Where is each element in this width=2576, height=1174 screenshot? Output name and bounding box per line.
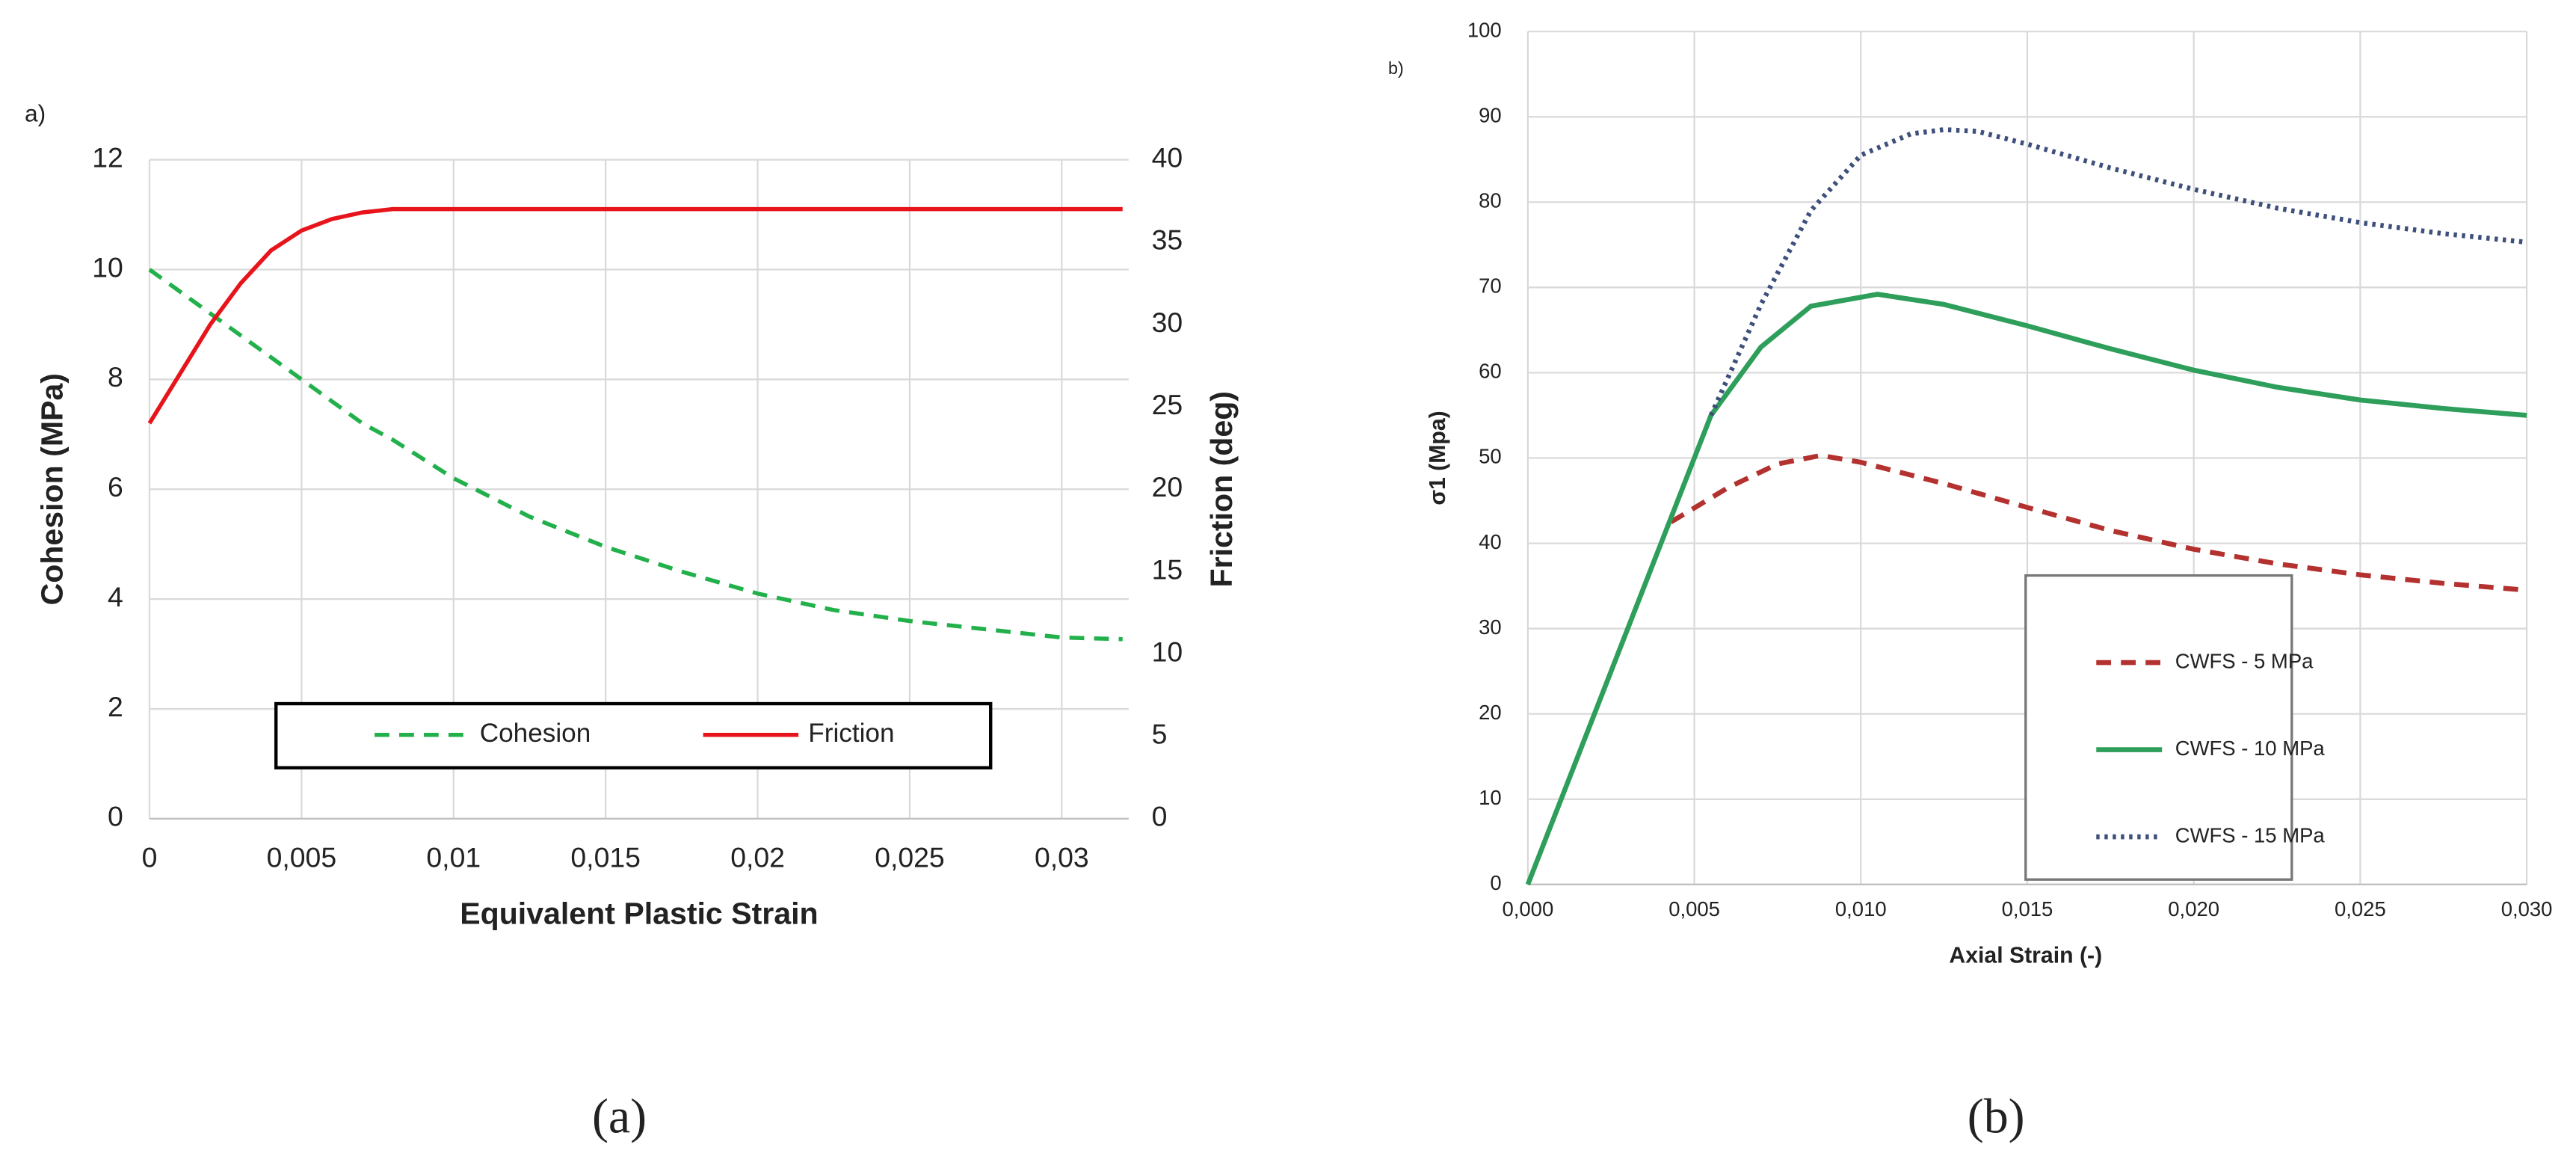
- x-tick-label: 0,015: [570, 842, 641, 873]
- x-tick-label: 0,000: [1502, 897, 1553, 921]
- x-tick-label: 0,02: [730, 842, 785, 873]
- y-tick-label: 80: [1479, 189, 1502, 212]
- series-line: [1669, 452, 2527, 593]
- legend-label: Friction: [808, 719, 894, 748]
- x-axis-label: Axial Strain (-): [1949, 943, 2102, 968]
- y-tick-label: 0: [108, 801, 123, 832]
- y-tick-label: 50: [1479, 445, 1502, 468]
- y-tick-label: 10: [1479, 786, 1502, 809]
- legend-label: CWFS - 10 MPa: [2175, 737, 2326, 760]
- y-tick-label: 0: [1490, 871, 1501, 894]
- x-tick-label: 0,010: [1835, 897, 1887, 921]
- y-tick-label: 8: [108, 361, 123, 393]
- x-tick-label: 0,005: [1668, 897, 1720, 921]
- y-tick-label: 40: [1479, 530, 1502, 553]
- y-tick-label: 10: [92, 251, 123, 283]
- y-tick-label: 4: [108, 581, 123, 612]
- panel-label: b): [1388, 58, 1404, 78]
- x-axis-label: Equivalent Plastic Strain: [460, 896, 818, 930]
- y2-tick-label: 10: [1152, 636, 1183, 667]
- series-line: [1525, 292, 2527, 885]
- legend-label: Cohesion: [480, 719, 591, 748]
- y-tick-label: 30: [1479, 615, 1502, 639]
- legend-box: [274, 701, 993, 769]
- x-tick-label: 0,005: [267, 842, 337, 873]
- legend-box: [2024, 574, 2293, 881]
- y2-tick-label: 20: [1152, 471, 1183, 503]
- x-tick-label: 0: [142, 842, 158, 873]
- y2-tick-label: 15: [1152, 553, 1183, 585]
- y2-tick-label: 30: [1152, 307, 1183, 338]
- x-tick-label: 0,01: [426, 842, 481, 873]
- x-tick-label: 0,030: [2501, 897, 2553, 921]
- y-axis-label: Cohesion (MPa): [34, 373, 69, 605]
- legend-label: CWFS - 5 MPa: [2175, 649, 2314, 672]
- series-line: [1708, 127, 2527, 417]
- series-line: [148, 268, 1123, 642]
- y-tick-label: 60: [1479, 360, 1502, 383]
- caption: (a): [592, 1089, 647, 1143]
- y-tick-label: 90: [1479, 103, 1502, 126]
- y2-tick-label: 25: [1152, 389, 1183, 420]
- y2-tick-label: 5: [1152, 719, 1168, 750]
- y2-tick-label: 40: [1152, 141, 1183, 173]
- x-tick-label: 0,025: [2335, 897, 2386, 921]
- y-tick-label: 20: [1479, 701, 1502, 724]
- legend-label: CWFS - 15 MPa: [2175, 823, 2326, 846]
- y-tick-label: 70: [1479, 274, 1502, 298]
- y-tick-label: 12: [92, 141, 123, 173]
- x-tick-label: 0,03: [1035, 842, 1089, 873]
- y2-tick-label: 0: [1152, 801, 1168, 832]
- y-tick-label: 2: [108, 691, 123, 722]
- series-line: [147, 206, 1123, 425]
- x-tick-label: 0,025: [875, 842, 945, 873]
- y2-tick-label: 35: [1152, 224, 1183, 256]
- caption: (b): [1968, 1089, 2025, 1143]
- y2-axis-label: Friction (deg): [1204, 391, 1239, 587]
- x-tick-label: 0,020: [2168, 897, 2219, 921]
- y-tick-label: 100: [1467, 18, 1502, 41]
- x-tick-label: 0,015: [2002, 897, 2053, 921]
- y-axis-label: σ1 (Mpa): [1426, 411, 1450, 505]
- y-tick-label: 6: [108, 471, 123, 503]
- panel-label: a): [25, 100, 46, 127]
